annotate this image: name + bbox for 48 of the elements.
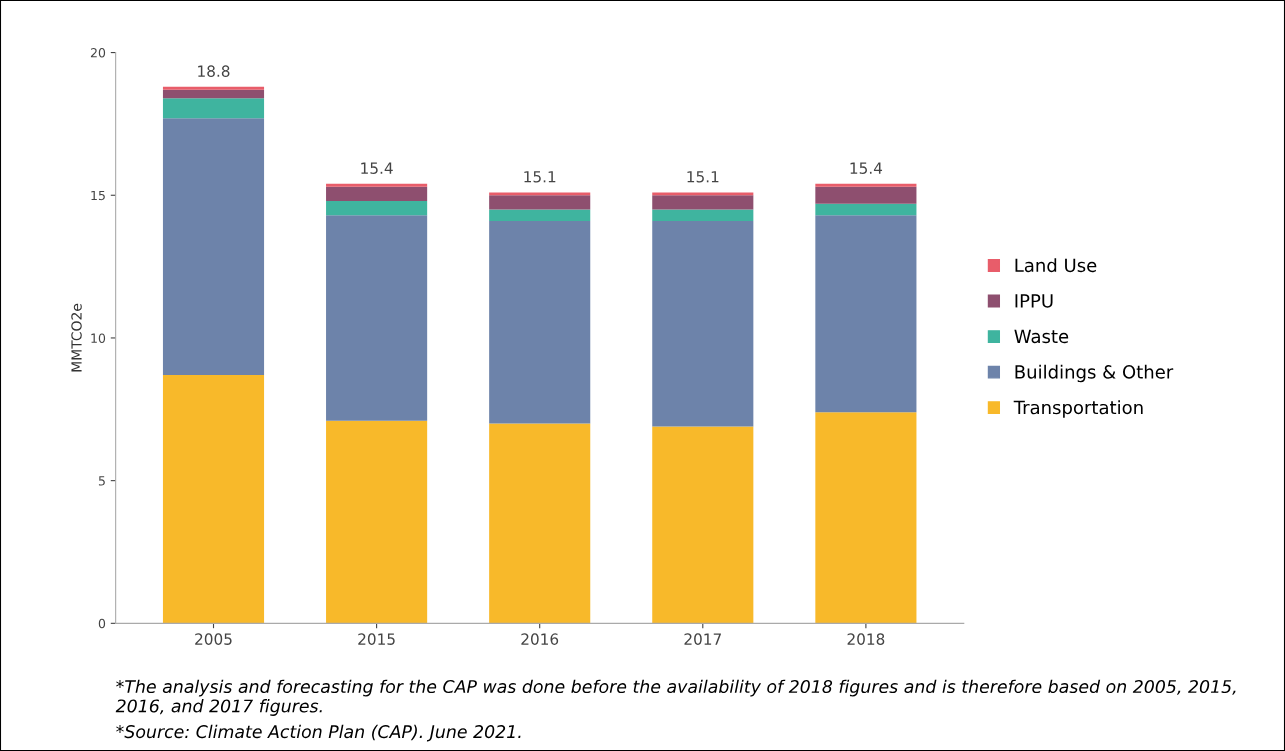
- bar: [162, 118, 265, 376]
- bar: [652, 192, 754, 196]
- bar: [489, 423, 591, 624]
- x-tick-label: 2015: [358, 633, 395, 645]
- bar: [489, 195, 591, 210]
- total-label: 15.1: [687, 171, 719, 183]
- text: *The analysis and forecasting for the CAP was done before the availability of 2018 figures and is therefore based on 2005, 2015, 2016, and 2017 figures.: [115, 679, 1236, 716]
- bar: [652, 426, 754, 624]
- x-tick-label: 2018: [847, 633, 885, 645]
- legend-label: Land Use: [1015, 258, 1097, 273]
- bar: [326, 215, 428, 421]
- bar: [489, 220, 591, 424]
- bar: [652, 209, 754, 221]
- y-tick-label: 0: [98, 618, 106, 629]
- bar: [489, 209, 591, 221]
- total-label: 18.8: [198, 65, 230, 77]
- legend-label: Transportation: [1013, 400, 1143, 418]
- bar: [162, 98, 265, 119]
- y-tick-label: 20: [90, 48, 106, 58]
- bar: [326, 186, 428, 201]
- bar: [652, 195, 754, 210]
- bar: [815, 203, 917, 216]
- bar: [815, 183, 917, 187]
- bar: [326, 200, 428, 216]
- y-tick-label: 15: [91, 190, 105, 201]
- bar: [815, 412, 917, 624]
- bar: [652, 220, 754, 427]
- bar: [162, 375, 265, 624]
- y-axis-title: MMTCO2e: [71, 303, 82, 372]
- bar: [162, 89, 265, 99]
- x-tick-label: 2005: [195, 633, 232, 645]
- x-tick-label: 2017: [684, 633, 721, 645]
- y-tick-label: 10: [91, 333, 106, 343]
- legend-label: Waste: [1014, 329, 1069, 344]
- x-tick-label: 2016: [521, 633, 559, 645]
- legend-label: Buildings & Other: [1015, 364, 1174, 383]
- total-label: 15.1: [524, 171, 556, 183]
- bar: [815, 186, 917, 204]
- total-label: 15.4: [850, 162, 883, 174]
- y-tick-label: 5: [98, 476, 105, 486]
- bar: [489, 192, 591, 196]
- total-label: 15.4: [361, 162, 393, 174]
- bar: [326, 420, 428, 624]
- bar: [815, 215, 917, 413]
- legend-label: IPPU: [1015, 294, 1053, 308]
- bar: [162, 86, 265, 90]
- text: *Source: Climate Action Plan (CAP). June 2021.: [116, 724, 521, 742]
- bar: [326, 183, 428, 187]
